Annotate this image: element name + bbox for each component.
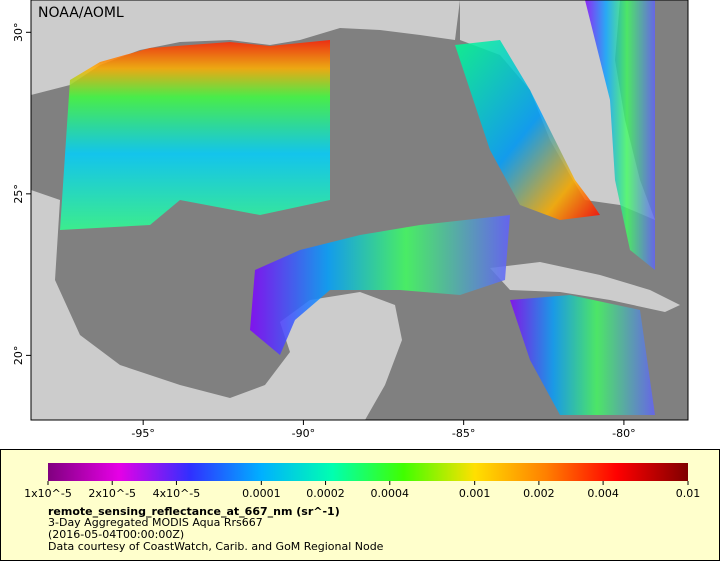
colorbar-tick-label: 2x10^-5 (88, 487, 136, 500)
legend-line: Data courtesy of CoastWatch, Carib. and … (48, 540, 384, 553)
lon-tick-label: -95° (131, 427, 154, 440)
land-us (31, 0, 460, 95)
data-swath (585, 0, 655, 270)
colorbar-tick-label: 0.01 (676, 487, 701, 500)
colorbar-tick-label: 0.0004 (371, 487, 410, 500)
colorbar-tick-label: 4x10^-5 (153, 487, 201, 500)
land-mexico (31, 190, 402, 420)
legend-variable: remote_sensing_reflectance_at_667_nm (sr… (48, 505, 340, 518)
lon-tick-label: -90° (292, 427, 315, 440)
lat-tick-label: 25° (12, 184, 25, 204)
colorbar-tick-label: 0.0002 (306, 487, 345, 500)
data-swath (455, 40, 600, 220)
data-swath (250, 215, 510, 355)
legend-line: (2016-05-04T00:00:00Z) (48, 528, 184, 541)
colorbar-tick-label: 0.002 (523, 487, 555, 500)
colorbar-tick-label: 1x10^-5 (24, 487, 72, 500)
data-swath (510, 295, 655, 415)
legend-line: 3-Day Aggregated MODIS Aqua Rrs667 (48, 516, 263, 529)
lat-tick-label: 30° (12, 23, 25, 43)
colorbar-tick-label: 0.004 (587, 487, 619, 500)
colorbar-tick-label: 0.0001 (242, 487, 281, 500)
lat-tick-label: 20° (12, 346, 25, 366)
colorbar-tick-label: 0.001 (459, 487, 491, 500)
data-swath (60, 40, 330, 230)
land-cuba (490, 262, 680, 312)
map-title: NOAA/AOML (38, 5, 124, 21)
colorbar (48, 463, 688, 481)
map-frame (30, 0, 689, 421)
lon-tick-label: -85° (452, 427, 475, 440)
lon-tick-label: -80° (612, 427, 635, 440)
